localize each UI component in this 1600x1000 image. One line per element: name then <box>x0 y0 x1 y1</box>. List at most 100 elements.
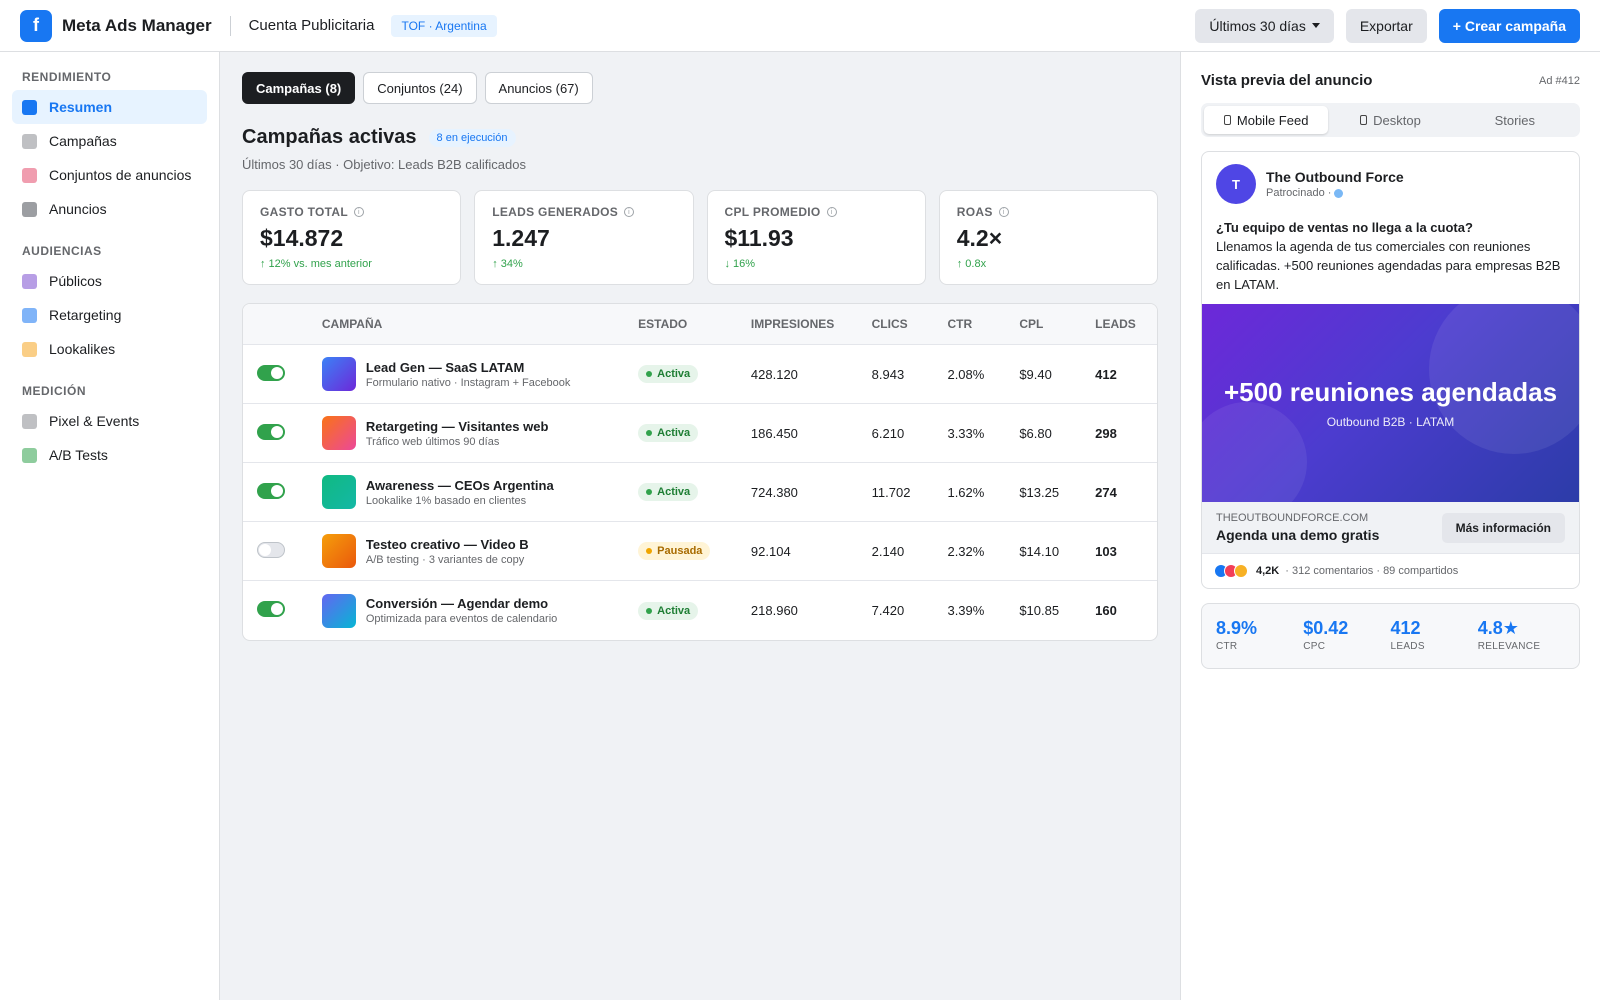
sidebar-item-anuncios[interactable]: Anuncios <box>12 192 207 226</box>
sidebar-item-a-b-tests[interactable]: A/B Tests <box>12 438 207 472</box>
campaign-toggle[interactable] <box>257 364 285 381</box>
sidebar-section: MEDICIÓN Pixel & Events A/B Tests <box>12 384 207 472</box>
col-ctr[interactable]: CTR <box>947 317 973 331</box>
kpi-value: $11.93 <box>724 225 794 251</box>
ctr-value: 2.08% <box>947 366 985 382</box>
leads-value: 103 <box>1095 543 1117 559</box>
campaign-thumbnail <box>321 416 356 450</box>
ctr-value: 1.62% <box>947 484 985 500</box>
toggle-cell <box>243 423 322 443</box>
col-impressions[interactable]: IMPRESIONES <box>750 317 835 331</box>
campaigns-table: CAMPAÑA ESTADO IMPRESIONES CLICS CTR CPL… <box>242 303 1158 641</box>
campaign-name[interactable]: Awareness — CEOs Argentina <box>365 477 554 493</box>
col-campaign[interactable]: CAMPAÑA <box>321 317 383 331</box>
account-name[interactable]: Cuenta Publicitaria <box>248 17 375 34</box>
create-campaign-button[interactable]: + Crear campaña <box>1438 8 1580 43</box>
table-row[interactable]: Awareness — CEOs Argentina Lookalike 1% b… <box>243 463 1157 522</box>
metric-label: CTR <box>1216 641 1238 652</box>
kpi-label-text: LEADS GENERADOS <box>492 205 619 219</box>
divider <box>229 15 231 36</box>
info-icon[interactable]: i <box>998 207 1009 217</box>
sidebar-item-campa-as[interactable]: Campañas <box>12 124 207 158</box>
campaign-text: Conversión — Agendar demo Optimizada para… <box>366 596 557 625</box>
sidebar-section-title: AUDIENCIAS <box>22 244 102 258</box>
export-button[interactable]: Exportar <box>1345 8 1427 43</box>
sidebar-item-conjuntos-de-anuncios[interactable]: Conjuntos de anuncios <box>12 158 207 192</box>
tab-2[interactable]: Anuncios (67) <box>484 72 593 104</box>
placement-desktop[interactable]: Desktop <box>1328 106 1452 134</box>
metric-value: 412 <box>1390 618 1421 638</box>
status-badge: Activa <box>638 424 699 442</box>
kpi-card: LEADS GENERADOS i 1.247 ↑ 34% <box>474 190 694 285</box>
toggle-cell <box>243 482 322 502</box>
sidebar-item-label: Campañas <box>49 133 117 149</box>
sidebar-section: AUDIENCIAS Públicos Retargeting Lookalikes <box>12 244 207 366</box>
ad-copy: ¿Tu equipo de ventas no llega a la cuota… <box>1202 204 1579 304</box>
placement-label: Desktop <box>1373 112 1421 128</box>
col-leads[interactable]: LEADS <box>1095 317 1136 331</box>
kpi-delta: ↑ 12% vs. mes anterior <box>260 258 372 270</box>
page-name: The Outbound Force <box>1266 169 1404 185</box>
clicks-value: 7.420 <box>871 603 905 618</box>
info-icon[interactable]: i <box>353 207 364 217</box>
campaign-toggle[interactable] <box>257 541 285 558</box>
campaign-thumbnail <box>321 357 356 391</box>
tab-0[interactable]: Campañas (8) <box>242 72 356 104</box>
haha-icon <box>1234 564 1248 578</box>
sidebar-item-retargeting[interactable]: Retargeting <box>12 298 207 332</box>
campaign-cell: Testeo creativo — Video B A/B testing · 3… <box>321 534 638 568</box>
status-dot-icon <box>646 430 653 436</box>
leads-value: 160 <box>1095 603 1117 618</box>
retarget-icon <box>22 307 37 323</box>
kpi-label: GASTO TOTAL i <box>260 205 443 219</box>
ad-preview-card: T The Outbound Force Patrocinado · ¿Tu e… <box>1201 151 1580 589</box>
facebook-logo-icon[interactable]: f <box>20 9 52 42</box>
table-row[interactable]: Conversión — Agendar demo Optimizada para… <box>243 581 1157 640</box>
status-cell: Pausada <box>638 542 751 560</box>
page-subtitle: Últimos 30 días · Objetivo: Leads B2B ca… <box>242 157 526 172</box>
date-range-dropdown[interactable]: Últimos 30 días <box>1195 8 1334 43</box>
campaign-toggle[interactable] <box>257 482 285 499</box>
placement-mobile-feed[interactable]: Mobile Feed <box>1204 106 1329 134</box>
metric-leads: 412 LEADS <box>1391 618 1478 654</box>
info-icon[interactable]: i <box>624 207 635 217</box>
tab-1[interactable]: Conjuntos (24) <box>363 72 477 104</box>
table-row[interactable]: Testeo creativo — Video B A/B testing · 3… <box>243 522 1157 581</box>
table-row[interactable]: Retargeting — Visitantes web Tráfico web … <box>243 404 1157 463</box>
table-row[interactable]: Lead Gen — SaaS LATAM Formulario nativo ·… <box>243 345 1157 404</box>
ad-creative-image[interactable]: +500 reuniones agendadas Outbound B2B · … <box>1202 304 1579 502</box>
kpi-card: GASTO TOTAL i $14.872 ↑ 12% vs. mes anterio… <box>242 190 462 285</box>
impressions-value: 218.960 <box>750 603 798 618</box>
phone-icon <box>1360 115 1368 125</box>
phone-icon <box>1223 115 1231 125</box>
col-clicks[interactable]: CLICS <box>871 317 908 331</box>
campaign-name[interactable]: Lead Gen — SaaS LATAM <box>365 359 525 375</box>
kpi-value: 4.2× <box>956 225 1003 251</box>
sidebar-item-pixel-events[interactable]: Pixel & Events <box>12 404 207 438</box>
campaign-description: Lookalike 1% basado en clientes <box>365 494 527 507</box>
campaign-thumbnail <box>321 475 356 509</box>
sidebar-item-p-blicos[interactable]: Públicos <box>12 264 207 298</box>
campaign-description: A/B testing · 3 variantes de copy <box>365 553 525 566</box>
cpl-value: $13.25 <box>1019 484 1060 500</box>
learn-more-button[interactable]: Más información <box>1441 512 1565 543</box>
sidebar-item-label: A/B Tests <box>49 447 108 463</box>
col-status[interactable]: ESTADO <box>638 317 688 331</box>
info-icon[interactable]: i <box>826 207 837 217</box>
placement-stories[interactable]: Stories <box>1453 106 1577 134</box>
campaign-name[interactable]: Testeo creativo — Video B <box>365 536 529 552</box>
metric-cpc: $0.42 CPC <box>1303 618 1390 654</box>
kpi-delta: ↑ 0.8x <box>956 258 987 270</box>
sidebar-item-resumen[interactable]: Resumen <box>12 90 207 124</box>
campaign-text: Lead Gen — SaaS LATAM Formulario nativo ·… <box>366 360 571 389</box>
col-cpl[interactable]: CPL <box>1019 317 1044 331</box>
campaign-toggle[interactable] <box>257 601 285 617</box>
sponsored-text: Patrocinado · <box>1266 187 1332 199</box>
campaign-name[interactable]: Conversión — Agendar demo <box>365 596 549 611</box>
campaign-toggle[interactable] <box>257 423 285 440</box>
kpi-delta: ↑ 34% <box>492 258 523 270</box>
status-label: Activa <box>657 604 691 617</box>
campaign-name[interactable]: Retargeting — Visitantes web <box>365 418 549 434</box>
sidebar-item-lookalikes[interactable]: Lookalikes <box>12 332 207 366</box>
status-label: Activa <box>657 427 691 439</box>
